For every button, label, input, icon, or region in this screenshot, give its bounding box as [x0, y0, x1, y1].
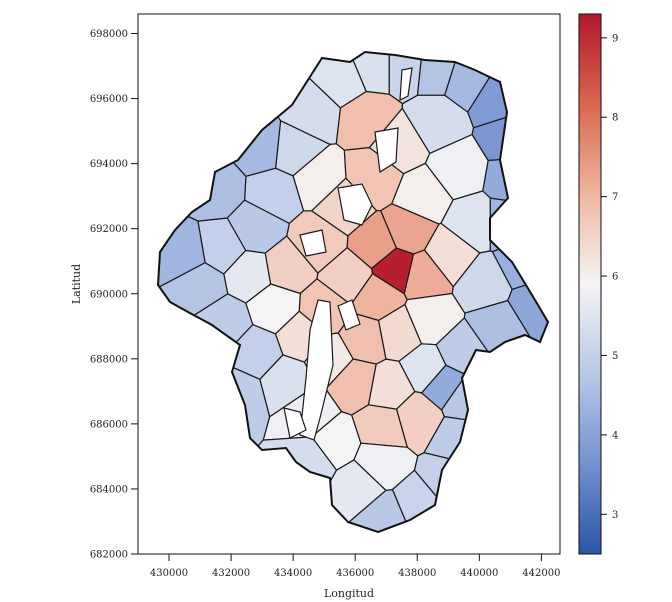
district — [158, 360, 271, 532]
district — [292, 143, 347, 212]
x-tick-label: 430000 — [150, 568, 188, 579]
x-tick-label: 434000 — [274, 568, 312, 579]
district — [401, 94, 475, 154]
colorbar-gradient — [578, 13, 602, 555]
no-data-area — [299, 299, 334, 441]
y-tick-label: 682000 — [90, 550, 128, 561]
colorbar-tick-label: 6 — [612, 272, 618, 283]
no-data-area — [399, 67, 413, 102]
district — [451, 250, 513, 314]
no-data-area — [337, 299, 361, 331]
no-data-area — [299, 229, 327, 257]
district — [158, 52, 282, 177]
district — [158, 59, 247, 222]
y-axis-title: Latitud — [70, 264, 83, 304]
district — [421, 364, 467, 411]
district — [404, 292, 466, 346]
colorbar-tick-label: 3 — [612, 510, 618, 521]
y-tick-label: 694000 — [90, 159, 128, 170]
x-tick-label: 442000 — [522, 568, 560, 579]
colorbar-tick-label: 5 — [612, 351, 618, 362]
colorbar-tick-label: 7 — [612, 192, 618, 203]
district — [423, 416, 548, 486]
x-tick-label: 432000 — [212, 568, 250, 579]
district — [223, 249, 272, 304]
x-tick-label: 438000 — [398, 568, 436, 579]
colorbar: 3 4 5 6 7 8 9 — [578, 13, 618, 555]
y-tick-label: 692000 — [90, 224, 128, 235]
x-axis: 430000 432000 434000 436000 438000 440000 4420… — [150, 554, 560, 579]
x-tick-label: 436000 — [336, 568, 374, 579]
y-tick-label: 686000 — [90, 419, 128, 430]
colorbar-tick-label: 4 — [612, 430, 618, 441]
no-data-area — [374, 127, 399, 174]
no-data-area — [337, 183, 373, 226]
y-tick-label: 698000 — [90, 29, 128, 40]
y-tick-label: 684000 — [90, 484, 128, 495]
colorbar-ticks: 3 4 5 6 7 8 9 — [601, 33, 618, 521]
colorbar-tick-label: 9 — [612, 33, 618, 44]
district-layer — [158, 52, 548, 532]
y-tick-label: 690000 — [90, 289, 128, 300]
y-tick-label: 696000 — [90, 94, 128, 105]
no-data-areas — [283, 67, 413, 441]
y-tick-label: 688000 — [90, 354, 128, 365]
district — [380, 203, 440, 255]
colorbar-tick-label: 8 — [612, 113, 618, 124]
y-axis: 682000 684000 686000 688000 690000 692000 6940… — [90, 29, 138, 561]
district — [158, 192, 206, 298]
district — [353, 442, 419, 491]
district — [164, 436, 338, 532]
city-boundary — [156, 50, 550, 534]
no-data-area — [283, 407, 307, 439]
x-tick-label: 440000 — [460, 568, 498, 579]
plot-frame — [137, 13, 561, 555]
x-axis-title: Longitud — [324, 587, 374, 600]
